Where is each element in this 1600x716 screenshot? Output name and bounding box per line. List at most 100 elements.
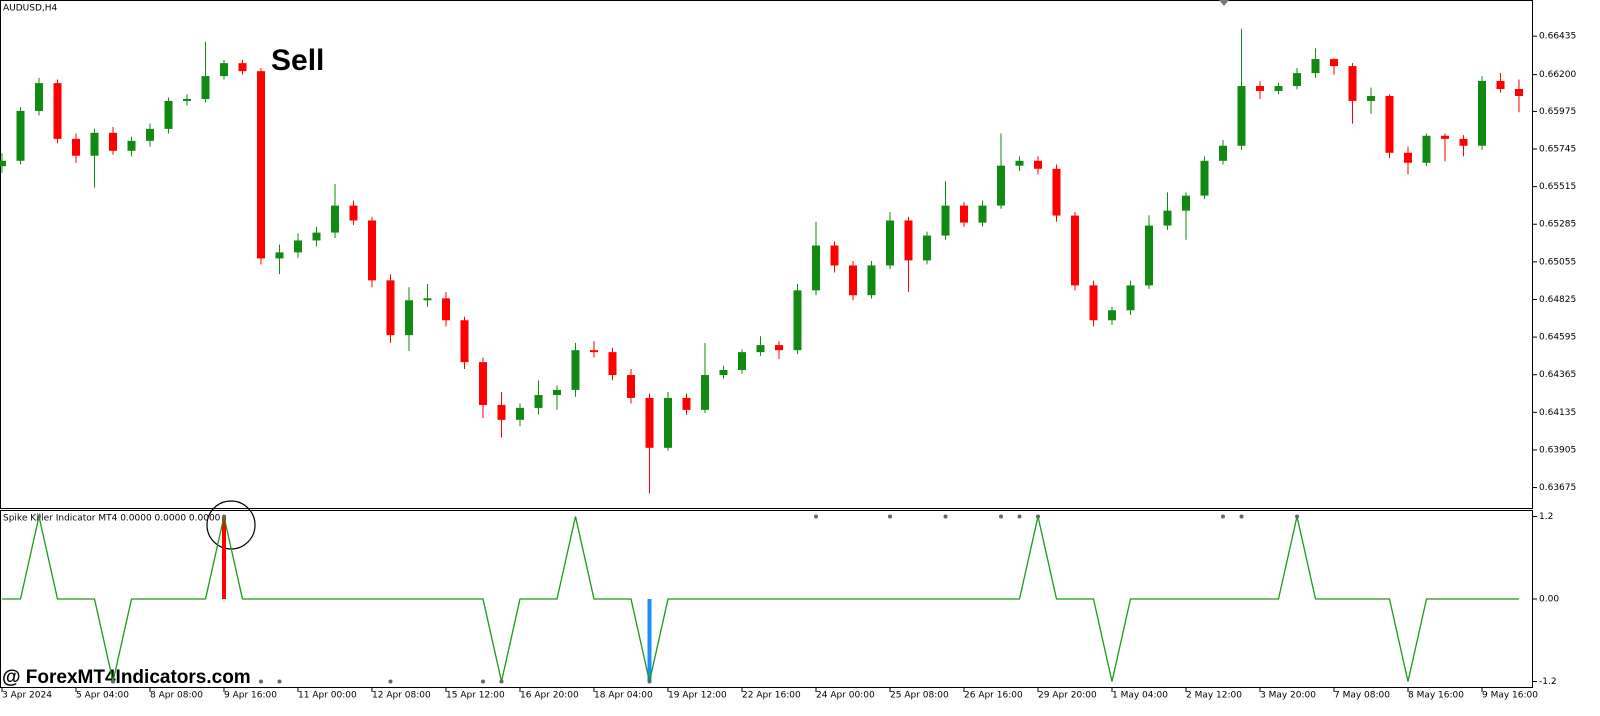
- signal-dot: [277, 679, 282, 684]
- candle-body: [164, 100, 173, 129]
- candle-body: [349, 205, 358, 221]
- y-tick-label: 0.65285: [1539, 220, 1576, 230]
- chart-title: AUDUSD,H4: [3, 4, 58, 14]
- indicator-line: [2, 516, 1519, 682]
- y-tick-label: 0.64135: [1539, 408, 1576, 418]
- signal-dot: [481, 679, 485, 684]
- signal-dot: [943, 514, 948, 519]
- candle-body: [886, 220, 894, 266]
- x-tick-label: 3 Apr 2024: [2, 691, 52, 701]
- signal-dot: [499, 679, 504, 684]
- x-tick-label: 3 May 20:00: [1260, 691, 1316, 701]
- candle-body: [1293, 73, 1301, 87]
- x-tick-label: 8 May 16:00: [1408, 691, 1464, 701]
- candle-body: [756, 345, 765, 353]
- candle-body: [294, 240, 302, 253]
- candle-body: [1404, 152, 1412, 163]
- y-tick-label: 0.65975: [1539, 107, 1576, 117]
- candle-body: [238, 63, 247, 72]
- x-tick-label: 9 Apr 16:00: [224, 691, 277, 701]
- candle-body: [460, 320, 469, 363]
- candle-body: [257, 71, 265, 259]
- indicator-pane: [0, 510, 1533, 688]
- candle-body: [590, 350, 598, 353]
- candle-body: [35, 83, 43, 111]
- x-tick-label: 1 May 04:00: [1112, 691, 1168, 701]
- candle-body: [1330, 59, 1338, 67]
- x-tick-label: 26 Apr 16:00: [964, 691, 1023, 701]
- candle-body: [1200, 160, 1209, 196]
- candle-body: [867, 265, 876, 296]
- candle-body: [479, 362, 487, 405]
- candle-body: [997, 165, 1005, 206]
- candle-body: [0, 160, 6, 167]
- x-tick-label: 22 Apr 16:00: [742, 691, 801, 701]
- x-tick-label: 11 Apr 00:00: [298, 691, 357, 701]
- candle-body: [534, 394, 543, 408]
- candle-body: [90, 132, 99, 156]
- candle-body: [201, 76, 210, 99]
- candle-body: [830, 245, 839, 266]
- x-tick-label: 25 Apr 08:00: [890, 691, 949, 701]
- histogram-bar: [222, 516, 226, 599]
- candle-body: [1385, 96, 1394, 153]
- y-tick-label: 0.64595: [1539, 333, 1576, 343]
- y-tick-label: 0.65515: [1539, 182, 1576, 192]
- candle-body: [1015, 160, 1024, 166]
- scroll-marker: [1219, 0, 1229, 6]
- candle-body: [405, 300, 413, 336]
- candle-body: [793, 290, 802, 351]
- candle-body: [368, 220, 376, 281]
- candle-body: [183, 98, 191, 101]
- signal-dot: [111, 679, 115, 684]
- signal-dot: [814, 514, 818, 519]
- candle-body: [738, 352, 746, 370]
- x-tick-label: 8 Apr 08:00: [150, 691, 203, 701]
- signal-dot: [1239, 514, 1244, 519]
- candle-body: [1089, 285, 1098, 321]
- x-tick-label: 7 May 08:00: [1334, 691, 1390, 701]
- candle-body: [331, 205, 339, 233]
- y-tick-label: 0.63675: [1539, 483, 1576, 493]
- candle-body: [1126, 285, 1135, 311]
- candle-body: [1052, 168, 1061, 216]
- indicator-title: Spike Killer Indicator MT4 0.0000 0.0000…: [3, 514, 221, 524]
- y-tick-label: 0.66435: [1539, 32, 1576, 42]
- candle-body: [627, 375, 635, 398]
- candle-body: [904, 220, 913, 261]
- y-tick-label: 0.65745: [1539, 145, 1576, 155]
- candle-body: [1441, 135, 1449, 139]
- signal-dot: [222, 514, 226, 519]
- y-tick-label: 0.64825: [1539, 295, 1576, 305]
- candle-body: [941, 205, 950, 236]
- candle-body: [1145, 225, 1153, 286]
- candle-body: [960, 205, 968, 223]
- candle-body: [775, 345, 783, 351]
- candle-body: [220, 63, 228, 77]
- candle-body: [127, 140, 136, 151]
- candle-body: [719, 369, 728, 376]
- candle-body: [849, 265, 857, 296]
- candle-body: [664, 397, 672, 448]
- candle-body: [146, 128, 154, 141]
- y-tick-label: 0.64365: [1539, 370, 1576, 380]
- signal-dot: [37, 514, 41, 519]
- candle-body: [1256, 86, 1264, 91]
- candle-body: [423, 298, 432, 301]
- candle-body: [1422, 135, 1431, 163]
- histogram-bar: [647, 599, 652, 682]
- candle-body: [386, 280, 395, 336]
- y-tick-label: -1.2: [1539, 677, 1557, 687]
- candle-body: [1034, 160, 1042, 169]
- signal-dot: [388, 679, 393, 684]
- candle-body: [1478, 80, 1486, 146]
- candle-body: [275, 252, 284, 259]
- candle-body: [553, 389, 561, 395]
- candle-body: [312, 232, 321, 241]
- price-pane: [0, 0, 1533, 509]
- signal-dot: [647, 679, 652, 684]
- candle-body: [1219, 145, 1227, 161]
- candle-body: [497, 404, 506, 420]
- signal-dot: [259, 679, 263, 684]
